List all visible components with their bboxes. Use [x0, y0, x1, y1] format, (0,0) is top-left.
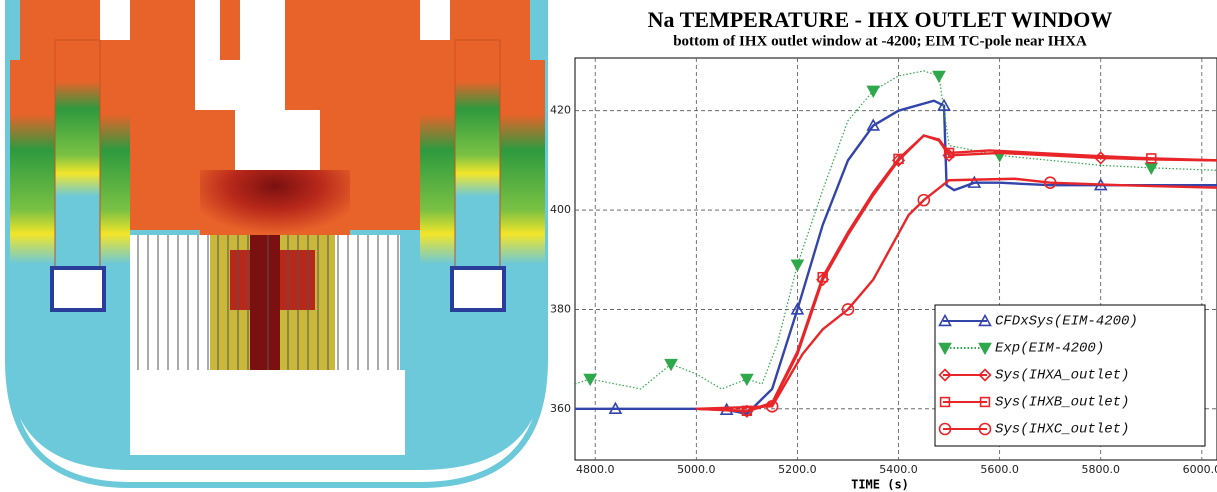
marker: [1146, 153, 1157, 164]
legend-label: Sys(IHXB_outlet): [995, 395, 1129, 411]
x-tick-label: 5000.0: [677, 463, 716, 476]
marker: [790, 259, 805, 272]
marker: [938, 313, 952, 327]
marker: [978, 342, 992, 356]
y-tick-label: 420: [550, 104, 571, 117]
marker: [608, 401, 623, 415]
x-tick-label: 6000.0: [1183, 463, 1217, 476]
marker: [978, 368, 992, 382]
marker: [664, 358, 678, 372]
series-line: [696, 177, 1217, 411]
marker: [893, 153, 904, 165]
legend-label: CFDxSys(EIM-4200): [995, 314, 1138, 330]
marker: [583, 373, 598, 387]
legend-label: Sys(IHXA_outlet): [995, 368, 1129, 384]
x-axis-label: TIME (s): [851, 478, 909, 492]
marker: [943, 147, 955, 159]
x-tick-label: 5200.0: [778, 463, 817, 476]
chart-subtitle: bottom of IHX outlet window at -4200; EI…: [673, 33, 1087, 49]
x-tick-label: 4800.0: [576, 463, 615, 476]
series-line: [696, 134, 1217, 413]
marker: [866, 118, 881, 131]
marker: [866, 85, 881, 98]
marker: [1043, 176, 1057, 190]
x-tick-label: 5400.0: [879, 463, 918, 476]
marker: [938, 422, 952, 436]
marker: [938, 368, 952, 382]
marker: [917, 193, 931, 207]
marker: [937, 98, 951, 111]
chart-title: Na TEMPERATURE - IHX OUTLET WINDOW: [648, 7, 1113, 32]
x-tick-label: 5600.0: [980, 463, 1019, 476]
marker: [841, 303, 855, 316]
y-tick-label: 400: [550, 203, 571, 216]
legend-label: Sys(IHXC_outlet): [995, 422, 1129, 438]
marker: [740, 373, 754, 387]
cfd-contour-image: [5, 0, 548, 488]
chart: Na TEMPERATURE - IHX OUTLET WINDOW botto…: [550, 7, 1217, 492]
marker: [765, 400, 779, 413]
marker: [978, 313, 992, 327]
marker: [939, 396, 951, 408]
y-tick-label: 360: [550, 402, 571, 415]
marker: [790, 302, 805, 315]
marker: [932, 70, 946, 84]
plot-lines: [575, 70, 1217, 418]
y-tick-label: 380: [550, 302, 571, 315]
marker: [967, 175, 982, 188]
marker: [938, 342, 952, 356]
marker: [978, 422, 992, 436]
legend-label: Exp(EIM-4200): [995, 341, 1104, 357]
marker: [817, 271, 828, 283]
x-tick-label: 5800.0: [1081, 463, 1120, 476]
marker: [979, 396, 991, 408]
